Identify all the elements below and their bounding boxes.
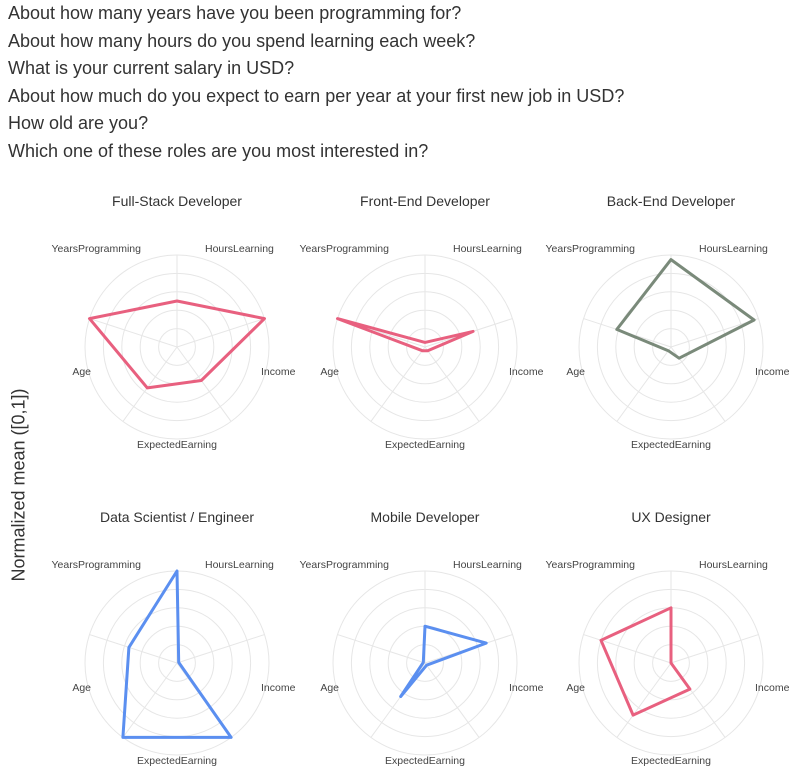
grid-spoke (670, 634, 759, 664)
axis-label: Income (509, 366, 544, 378)
axis-label: ExpectedEarning (137, 439, 217, 451)
grid-spoke (616, 662, 672, 738)
panel-title: Mobile Developer (371, 509, 480, 525)
radar-panel: Back-End Developer YearsProgramming HoursL… (546, 193, 790, 451)
series-polygon (88, 299, 266, 390)
series-polygon (399, 624, 488, 698)
axis-label: ExpectedEarning (385, 755, 465, 767)
axis-label: YearsProgramming (300, 559, 390, 571)
grid-spoke (670, 318, 759, 348)
question-list: About how many years have you been progr… (8, 0, 624, 165)
axis-label: HoursLearning (453, 559, 522, 571)
radar-panel: UX Designer YearsProgramming HoursLearning… (546, 509, 790, 767)
axis-label: YearsProgramming (546, 559, 636, 571)
question-item: What is your current salary in USD? (8, 58, 295, 78)
axis-label: Age (72, 366, 91, 378)
grid-spoke (122, 662, 178, 738)
question-item: About how many years have you been progr… (8, 3, 462, 23)
question-item: How old are you? (8, 113, 149, 133)
axis-label: ExpectedEarning (631, 755, 711, 767)
axis-label: ExpectedEarning (631, 439, 711, 451)
panel-title: Data Scientist / Engineer (100, 509, 254, 525)
axis-label: HoursLearning (205, 243, 274, 255)
axis-label: Age (566, 366, 585, 378)
axis-label: Age (72, 682, 91, 694)
grid-spoke (424, 346, 480, 422)
radar-panel: Mobile Developer YearsProgramming HoursLea… (300, 509, 544, 767)
grid-spoke (122, 346, 178, 422)
axis-label: Age (320, 682, 339, 694)
grid-spoke (176, 634, 265, 664)
radar-panel: Front-End Developer YearsProgramming Hours… (300, 193, 544, 451)
panel-title: Back-End Developer (607, 193, 736, 209)
axis-label: YearsProgramming (546, 243, 636, 255)
series-polygon (121, 569, 233, 739)
axis-label: Income (261, 682, 296, 694)
axis-label: Income (261, 366, 296, 378)
axis-label: HoursLearning (699, 559, 768, 571)
axis-label: YearsProgramming (52, 559, 142, 571)
question-item: About how much do you expect to earn per… (8, 85, 625, 106)
panel-title: Front-End Developer (360, 193, 490, 209)
axis-label: HoursLearning (699, 243, 768, 255)
axis-label: ExpectedEarning (385, 439, 465, 451)
series-polygon (599, 606, 692, 717)
question-item: About how many hours do you spend learni… (8, 30, 476, 51)
grid-spoke (176, 318, 265, 348)
axis-label: YearsProgramming (300, 243, 390, 255)
panel-title: Full-Stack Developer (112, 193, 242, 209)
axis-label: YearsProgramming (52, 243, 142, 255)
grid-spoke (370, 346, 426, 422)
axis-label: Age (566, 682, 585, 694)
axis-label: Age (320, 366, 339, 378)
axis-label: HoursLearning (453, 243, 522, 255)
axis-label: Income (755, 682, 790, 694)
question-item: Which one of these roles are you most in… (8, 140, 429, 161)
series-polygon (336, 317, 475, 353)
grid-spoke (176, 346, 232, 422)
axis-label: Income (755, 366, 790, 378)
axis-label: HoursLearning (205, 559, 274, 571)
axis-label: ExpectedEarning (137, 755, 217, 767)
grid-spoke (337, 634, 426, 664)
radar-panel: Full-Stack Developer YearsProgramming Hour… (52, 193, 296, 451)
grid-spoke (89, 634, 178, 664)
grid-spoke (583, 634, 672, 664)
grid-spoke (89, 318, 178, 348)
grid-spoke (424, 662, 480, 738)
panel-title: UX Designer (631, 509, 711, 525)
series-polygon (615, 258, 756, 360)
radar-panel: Data Scientist / Engineer YearsProgrammin… (52, 509, 296, 767)
grid-spoke (616, 346, 672, 422)
axis-label: Income (509, 682, 544, 694)
